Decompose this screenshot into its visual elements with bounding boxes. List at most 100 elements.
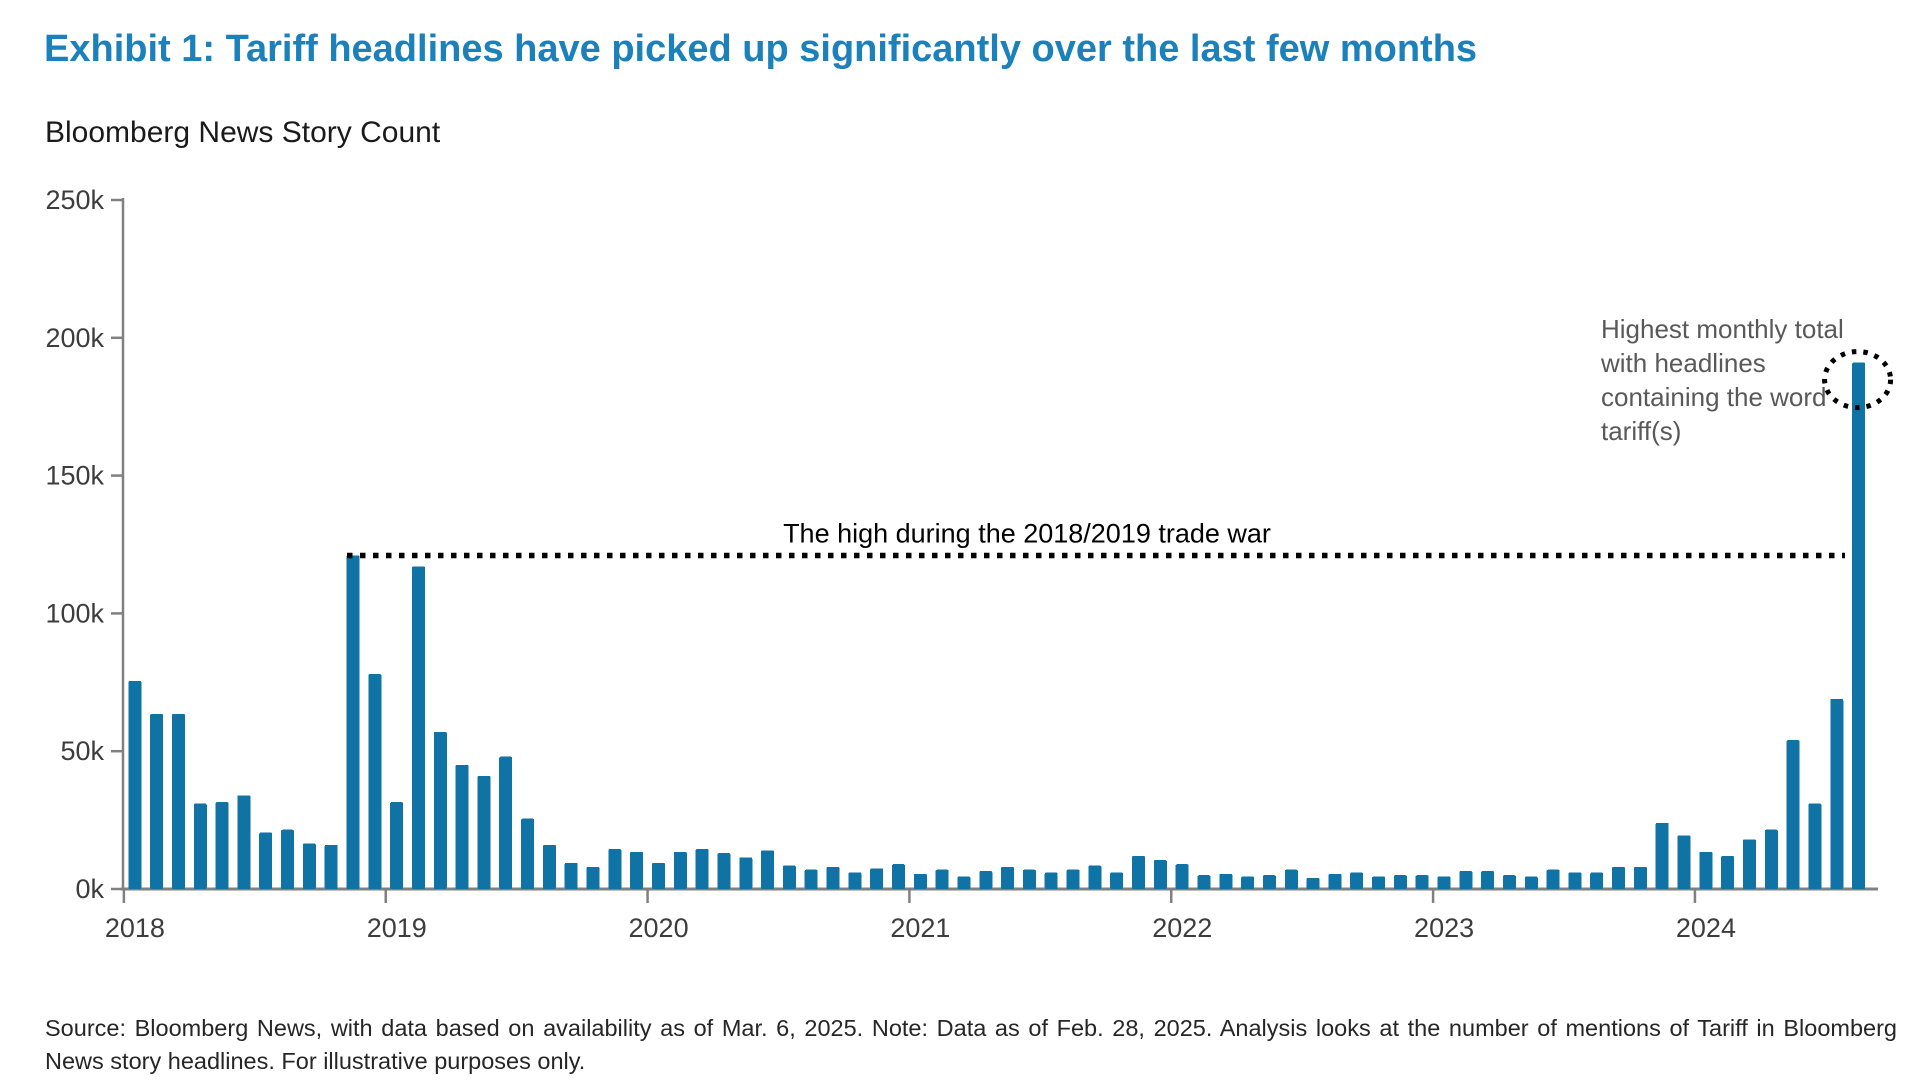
bar-Nov-2023 <box>1655 822 1669 889</box>
bar-Oct-2019 <box>586 866 600 889</box>
bar-Jan-2024 <box>1699 851 1713 889</box>
bar-Jul-2022 <box>1306 877 1320 889</box>
bar-Aug-2022 <box>1328 873 1342 889</box>
bar-Apr-2021 <box>979 871 993 889</box>
bar-Oct-2022 <box>1372 876 1386 889</box>
x-tick-label: 2023 <box>1414 913 1474 943</box>
bar-Oct-2018 <box>324 844 338 889</box>
x-tick-label: 2020 <box>629 913 689 943</box>
bar-Jun-2024 <box>1808 803 1822 889</box>
source-note: Source: Bloomberg News, with data based … <box>45 1015 1897 1074</box>
bar-Jan-2020 <box>651 862 665 889</box>
x-tick-label: 2022 <box>1152 913 1212 943</box>
bar-Sep-2020 <box>826 866 840 889</box>
bar-Sep-2019 <box>564 862 578 889</box>
bar-Jun-2019 <box>499 756 513 889</box>
bar-Aug-2018 <box>281 829 295 889</box>
bar-Jan-2023 <box>1437 876 1451 889</box>
bar-Mar-2020 <box>695 849 709 889</box>
bar-Mar-2023 <box>1481 871 1495 889</box>
y-tick-label: 250k <box>45 185 104 215</box>
bar-Aug-2021 <box>1066 869 1080 889</box>
y-tick-label: 150k <box>45 461 104 491</box>
bar-Mar-2024 <box>1742 839 1756 889</box>
bar-Sep-2021 <box>1088 865 1102 889</box>
bar-May-2022 <box>1262 875 1276 889</box>
bar-Sep-2022 <box>1350 872 1364 889</box>
bar-Jul-2019 <box>521 818 535 889</box>
bar-Jan-2018 <box>128 680 142 889</box>
bar-Nov-2020 <box>870 868 884 889</box>
bar-Oct-2020 <box>848 872 862 889</box>
bar-Nov-2021 <box>1132 855 1146 889</box>
bar-Mar-2022 <box>1219 873 1233 889</box>
bar-Feb-2020 <box>673 851 687 889</box>
bar-Dec-2019 <box>630 851 644 889</box>
y-tick-label: 100k <box>45 598 104 628</box>
x-tick-label: 2024 <box>1676 913 1736 943</box>
bar-Jun-2023 <box>1546 869 1560 889</box>
bar-Mar-2018 <box>171 713 185 889</box>
bar-Dec-2020 <box>892 864 905 889</box>
bar-Feb-2022 <box>1197 875 1211 889</box>
bar-Dec-2022 <box>1415 875 1429 889</box>
bar-Feb-2024 <box>1721 855 1735 889</box>
bar-Dec-2023 <box>1677 835 1691 889</box>
bar-Mar-2021 <box>957 876 971 889</box>
bar-Jul-2020 <box>782 865 796 889</box>
bar-Nov-2019 <box>608 849 622 889</box>
bar-Jun-2020 <box>761 850 775 889</box>
bar-Oct-2021 <box>1110 872 1124 889</box>
bar-Jun-2018 <box>237 795 251 889</box>
bar-Jul-2023 <box>1568 872 1582 889</box>
bar-May-2021 <box>1001 866 1015 889</box>
bar-Jan-2022 <box>1175 864 1189 889</box>
bar-Sep-2018 <box>302 843 316 889</box>
bar-Aug-2024 <box>1852 362 1866 889</box>
bar-Aug-2023 <box>1590 872 1604 889</box>
bar-Aug-2019 <box>542 844 556 889</box>
bar-Jan-2019 <box>390 802 404 889</box>
bar-Dec-2018 <box>368 674 382 889</box>
bar-Aug-2020 <box>804 869 818 889</box>
bar-May-2024 <box>1786 740 1800 889</box>
bar-Feb-2019 <box>411 566 425 889</box>
bar-Apr-2023 <box>1502 875 1516 889</box>
y-tick-label: 0k <box>75 874 104 904</box>
bar-Feb-2021 <box>935 869 949 889</box>
bar-Jul-2024 <box>1830 698 1844 889</box>
bar-Feb-2023 <box>1459 871 1473 889</box>
highest-month-annotation: Highest monthly total with headlines con… <box>1601 314 1844 446</box>
bar-Apr-2022 <box>1241 876 1255 889</box>
y-tick-label: 200k <box>45 323 104 353</box>
exhibit-title: Exhibit 1: Tariff headlines have picked … <box>44 28 1478 70</box>
bar-Apr-2020 <box>717 853 731 889</box>
bar-Dec-2021 <box>1153 860 1167 889</box>
bar-May-2020 <box>739 857 753 889</box>
x-tick-label: 2018 <box>105 913 165 943</box>
highest-bar-highlight-ellipse <box>1822 349 1894 411</box>
bar-Jan-2021 <box>913 873 927 889</box>
bar-Jun-2022 <box>1284 869 1298 889</box>
bar-Nov-2018 <box>346 555 360 889</box>
trade-war-label: The high during the 2018/2019 trade war <box>783 519 1271 549</box>
bar-Jun-2021 <box>1022 869 1036 889</box>
y-tick-label: 50k <box>60 736 104 766</box>
bar-Apr-2019 <box>455 764 469 889</box>
bar-May-2019 <box>477 776 491 889</box>
bar-Apr-2024 <box>1764 829 1778 889</box>
bar-Mar-2019 <box>433 731 447 889</box>
x-tick-label: 2021 <box>890 913 950 943</box>
bar-Feb-2018 <box>150 713 164 889</box>
bar-May-2023 <box>1524 876 1538 889</box>
x-tick-label: 2019 <box>367 913 427 943</box>
bar-Jul-2018 <box>259 832 273 889</box>
bar-Jul-2021 <box>1044 872 1058 889</box>
bar-May-2018 <box>215 802 229 889</box>
bar-Oct-2023 <box>1633 866 1647 889</box>
bar-Sep-2023 <box>1612 866 1626 889</box>
bar-Apr-2018 <box>193 803 207 889</box>
chart-subtitle: Bloomberg News Story Count <box>45 116 441 149</box>
